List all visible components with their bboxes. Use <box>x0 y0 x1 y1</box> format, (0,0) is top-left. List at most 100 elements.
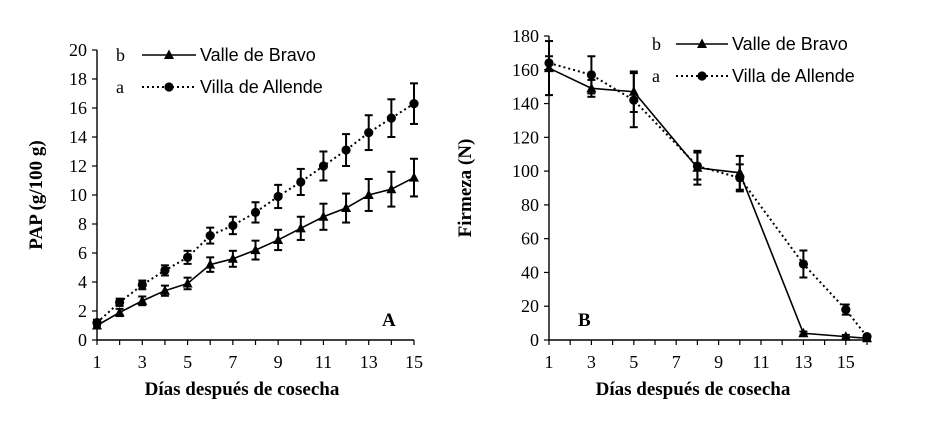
y-tick-label: 20 <box>69 40 87 60</box>
data-point <box>295 222 306 233</box>
x-tick-label: 13 <box>360 352 378 372</box>
data-point <box>544 58 554 68</box>
data-point <box>341 145 351 155</box>
y-tick-label: 120 <box>512 127 539 147</box>
data-point <box>205 231 215 241</box>
significance-letter: a <box>652 66 660 86</box>
significance-letter: b <box>116 45 125 65</box>
data-point <box>273 191 283 202</box>
legend-entry: b Valle de Bravo <box>116 45 316 65</box>
y-tick-label: 0 <box>78 330 87 350</box>
legend-label: Valle de Bravo <box>200 45 316 65</box>
legend-entry: a Villa de Allende <box>116 77 323 97</box>
panel-label: A <box>382 310 396 331</box>
legend-marker <box>164 49 174 59</box>
legend-marker <box>697 71 707 81</box>
x-tick-label: 5 <box>629 352 638 372</box>
x-tick-label: 13 <box>794 352 812 372</box>
y-tick-label: 20 <box>521 296 539 316</box>
y-tick-label: 140 <box>512 94 539 114</box>
significance-letter: b <box>652 34 661 54</box>
data-point <box>205 259 216 269</box>
x-tick-label: 1 <box>545 352 554 372</box>
data-point <box>227 253 238 263</box>
legend-entry: b Valle de Bravo <box>652 34 848 54</box>
data-point <box>160 265 170 275</box>
data-point <box>840 331 851 341</box>
y-tick-label: 6 <box>78 243 87 263</box>
data-point <box>250 207 261 217</box>
legend-label: Villa de Allende <box>732 66 855 86</box>
data-point <box>159 285 170 295</box>
x-tick-label: 7 <box>228 352 237 372</box>
x-tick-label: 9 <box>714 352 723 372</box>
data-point <box>115 297 125 307</box>
data-point <box>137 295 148 305</box>
data-point <box>841 305 851 315</box>
y-tick-label: 60 <box>521 229 539 249</box>
x-tick-label: 3 <box>587 352 596 372</box>
data-point <box>114 306 125 317</box>
data-point <box>386 183 397 194</box>
data-point <box>296 177 306 187</box>
significance-letter: a <box>116 77 124 97</box>
x-axis-title: Días después de cosecha <box>145 379 340 400</box>
data-point <box>182 277 193 288</box>
legend-marker <box>697 38 707 48</box>
data-point <box>137 280 147 290</box>
y-tick-label: 16 <box>69 98 87 118</box>
data-point <box>629 95 639 105</box>
y-axis-title: PAP (g/100 g) <box>26 140 47 249</box>
series-valle-de-bravo <box>92 157 419 330</box>
panel-label: B <box>578 310 591 331</box>
data-point <box>386 113 396 123</box>
data-point <box>798 327 809 338</box>
data-point <box>341 202 352 213</box>
legend-label: Valle de Bravo <box>732 34 848 54</box>
x-tick-label: 5 <box>183 352 192 372</box>
x-tick-label: 9 <box>274 352 283 372</box>
x-tick-label: 7 <box>672 352 681 372</box>
y-axis-title: Firmeza (N) <box>455 139 476 238</box>
data-point <box>363 189 374 199</box>
y-tick-label: 0 <box>530 330 539 350</box>
legend-label: Villa de Allende <box>200 77 323 97</box>
x-tick-label: 3 <box>138 352 147 372</box>
data-point <box>318 161 329 171</box>
y-tick-label: 160 <box>512 60 539 80</box>
y-tick-label: 100 <box>512 161 539 181</box>
x-tick-label: 15 <box>837 352 855 372</box>
y-tick-label: 8 <box>78 214 87 234</box>
data-point <box>318 211 329 221</box>
y-tick-label: 14 <box>69 127 87 147</box>
series-villa-de-allende <box>92 82 419 328</box>
data-point <box>409 172 419 182</box>
y-tick-label: 12 <box>69 156 87 176</box>
data-point <box>364 128 374 138</box>
x-tick-label: 15 <box>405 352 423 372</box>
data-point <box>228 220 238 231</box>
y-tick-label: 10 <box>69 185 87 205</box>
y-tick-label: 18 <box>69 69 87 89</box>
series-villa-de-allende <box>544 55 872 342</box>
data-point <box>735 173 745 183</box>
data-point <box>586 70 597 80</box>
x-tick-label: 11 <box>752 352 769 372</box>
data-point <box>862 332 872 342</box>
x-axis-title: Días después de cosecha <box>596 379 791 400</box>
y-tick-label: 2 <box>78 301 87 321</box>
y-tick-label: 180 <box>512 26 539 46</box>
y-tick-label: 4 <box>78 272 87 292</box>
legend-marker <box>164 82 174 92</box>
data-point <box>692 161 703 171</box>
series-line <box>548 67 868 340</box>
series-valle-de-bravo <box>544 40 872 343</box>
x-tick-label: 1 <box>93 352 102 372</box>
x-tick-label: 11 <box>315 352 332 372</box>
data-point <box>798 259 809 269</box>
data-point <box>409 99 419 109</box>
y-tick-label: 40 <box>521 262 539 282</box>
